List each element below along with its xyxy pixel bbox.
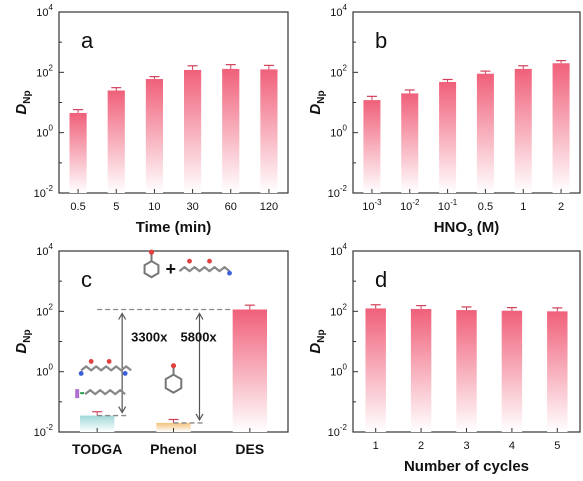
y-tick-label: 102 [330,302,347,318]
panel-b: 10-2 100 102 104 DNp b 10-3 10-2 10-1 0.5 1 2 HNO3 (… [307,3,581,239]
oxygen-atom-icon [187,258,192,264]
x-axis-label: HNO3 (M) [434,219,500,239]
oxygen-atom-icon [207,258,212,264]
bar [260,69,278,193]
bar [501,310,523,432]
bar [222,68,240,193]
x-tick-label: 10 [148,201,160,213]
bar [401,93,419,193]
y-axis-label: DNp [13,90,33,114]
panel-label: a [81,28,94,53]
phenol-ring-icon [164,373,183,394]
oxygen-atom-icon [88,359,94,364]
x-tick-label: 5 [113,201,119,213]
oxygen-atom-icon [148,249,155,255]
fold-arrow-phenol-head-up [195,312,204,320]
bar [79,415,115,432]
nitrogen-atom-icon [78,371,84,376]
fold-arrow-todga-head-up [118,312,127,320]
panel-c: 10-2 100 102 104 DNp c TODGA Phenol DES 3300x 5800… [13,242,289,457]
x-tick-label: 10-3 [362,198,382,213]
bar [552,63,570,194]
y-tick-label: 10-2 [328,184,348,200]
x-tick-label: 10-1 [438,198,458,213]
bar [456,310,477,432]
todga-chain-icon [84,389,126,396]
y-tick-label: 10-2 [34,423,54,439]
y-axis-label: DNp [307,90,327,114]
fold-arrow-todga-head-down [118,406,127,414]
panel-d: 10-2 100 102 104 DNp d 1 2 3 4 5 Number of cycles [307,242,581,475]
y-tick-label: 100 [330,124,347,140]
x-tick-label: DES [235,441,264,457]
x-tick-label: 10-2 [400,198,420,213]
des-phenol-ring-icon [143,260,160,279]
bar [145,79,164,193]
bar [365,308,386,432]
panel-label: b [375,28,387,53]
plot-frame [58,11,289,194]
bar [156,422,191,432]
panel-label: c [81,267,92,292]
x-tick-label: 30 [186,201,198,213]
y-tick-label: 102 [36,63,53,79]
x-tick-label: 60 [225,201,237,213]
bar [439,81,457,193]
y-tick-label: 100 [330,363,347,379]
y-tick-label: 104 [330,3,347,19]
fold-arrow-phenol-head-down [195,413,204,422]
bar [363,100,381,193]
x-tick-label: 5 [554,440,560,452]
nitrogen-atom-icon [122,371,128,376]
panel-a: 10-2 100 102 104 DNp a 0.5 5 10 30 60 120 Time (min) [13,3,289,236]
panel-label: d [375,267,387,292]
y-tick-label: 10-2 [328,423,348,439]
x-tick-label: 3 [463,440,469,452]
y-tick-label: 104 [36,3,53,19]
bar [514,68,532,193]
bar [232,309,268,432]
x-axis-label: Time (min) [136,219,212,236]
y-tick-label: 100 [36,124,53,140]
x-tick-label: 0.5 [478,201,493,213]
todga-backbone-icon [80,365,132,372]
y-tick-label: 104 [36,242,53,258]
oxygen-atom-icon [170,363,177,369]
x-tick-label: 4 [509,440,515,452]
oxygen-atom-icon [106,359,112,364]
y-tick-label: 10-2 [34,184,54,200]
bar [69,112,87,193]
nitrogen-atom-icon [227,270,232,276]
bar [410,308,432,432]
bar [107,90,125,193]
plus-icon: + [166,259,177,279]
bar [183,69,202,193]
x-tick-label: 1 [373,440,379,452]
x-tick-label: Phenol [150,441,197,457]
x-tick-label: TODGA [72,441,122,457]
chain-end-icon [75,389,80,399]
des-molecule-icon [178,266,231,273]
y-axis-label: DNp [13,329,33,353]
y-tick-label: 102 [36,302,53,318]
y-axis-label: DNp [307,329,327,353]
x-axis-label: Number of cycles [404,458,529,475]
fold-label-todga: 3300x [131,330,168,345]
bar [476,73,494,193]
y-tick-label: 102 [330,63,347,79]
x-tick-label: 120 [260,201,278,213]
y-tick-label: 100 [36,363,53,379]
x-tick-label: 2 [558,201,564,213]
x-tick-label: 2 [418,440,424,452]
x-tick-label: 1 [520,201,526,213]
x-tick-label: 0.5 [70,201,85,213]
fold-label-phenol: 5800x [181,330,218,345]
y-tick-label: 104 [330,242,347,258]
bar [547,311,568,432]
